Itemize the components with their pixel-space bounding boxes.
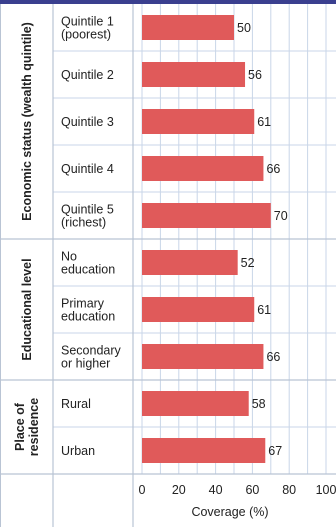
x-axis-label: Coverage (%)	[191, 505, 268, 519]
bar	[142, 438, 266, 463]
category-label: Rural	[61, 397, 91, 411]
group-label: Economic status (wealth quintile)	[20, 22, 34, 221]
x-tick-label: 80	[282, 483, 296, 497]
bar-value-label: 52	[241, 256, 255, 270]
bar	[142, 109, 255, 134]
bar-value-label: 70	[274, 209, 288, 223]
category-label: Quintile 2	[61, 68, 114, 82]
category-label: Urban	[61, 444, 95, 458]
x-tick-label: 40	[209, 483, 223, 497]
category-label: Quintile 5 (richest)	[61, 203, 114, 230]
bar	[142, 203, 271, 228]
category-label: Quintile 4	[61, 162, 114, 176]
bar-value-label: 67	[268, 444, 282, 458]
bar	[142, 62, 246, 87]
bar-value-label: 61	[257, 303, 271, 317]
bar	[142, 250, 238, 275]
bar	[142, 15, 234, 40]
x-tick-label: 0	[139, 483, 146, 497]
bar-value-label: 66	[266, 350, 280, 364]
category-label: Quintile 1 (poorest)	[61, 15, 114, 42]
bar-value-label: 66	[266, 162, 280, 176]
category-label: Quintile 3	[61, 115, 114, 129]
header-bar	[0, 0, 336, 4]
bar	[142, 344, 264, 369]
x-tick-label: 60	[245, 483, 259, 497]
category-label: Secondary or higher	[61, 344, 122, 371]
group-label: Educational level	[20, 258, 34, 360]
bar	[142, 391, 249, 416]
category-label: No education	[61, 250, 115, 277]
x-tick-label: 20	[172, 483, 186, 497]
bar	[142, 297, 255, 322]
bar-value-label: 50	[237, 21, 251, 35]
bar	[142, 156, 264, 181]
group-label: Place ofresidence	[13, 398, 41, 456]
bar-value-label: 61	[257, 115, 271, 129]
bar-value-label: 58	[252, 397, 266, 411]
x-tick-label: 100	[316, 483, 336, 497]
bar-value-label: 56	[248, 68, 262, 82]
category-label: Primary education	[61, 297, 115, 324]
